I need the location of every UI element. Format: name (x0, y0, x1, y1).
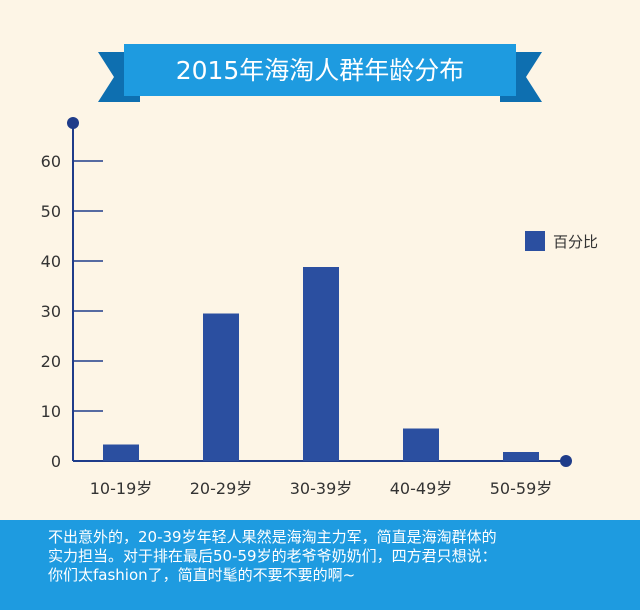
x-tick-label: 10-19岁 (90, 479, 153, 498)
y-tick-label: 0 (51, 452, 61, 471)
bars (103, 267, 539, 461)
legend: 百分比 (525, 231, 598, 251)
y-axis-end-dot (67, 117, 79, 129)
x-tick-label: 30-39岁 (290, 479, 353, 498)
legend-swatch (525, 231, 545, 251)
y-tick-label: 40 (41, 252, 61, 271)
ribbon-body (124, 44, 516, 96)
x-tick-labels: 10-19岁 20-29岁 30-39岁 40-49岁 50-59岁 (90, 479, 553, 498)
bar (303, 267, 339, 461)
y-tick-label: 30 (41, 302, 61, 321)
x-axis-end-dot (560, 455, 572, 467)
x-tick-label: 40-49岁 (390, 479, 453, 498)
x-tick-label: 20-29岁 (190, 479, 253, 498)
caption-line: 实力担当。对于排在最后50-59岁的老爷爷奶奶们，四方君只想说： (48, 547, 497, 565)
legend-label: 百分比 (553, 233, 598, 251)
y-tick-label: 60 (41, 152, 61, 171)
title-ribbon: 2015年海淘人群年龄分布 (98, 44, 542, 102)
bar (103, 444, 139, 461)
y-axis (67, 117, 79, 461)
x-tick-label: 50-59岁 (490, 479, 553, 498)
y-tick-label: 20 (41, 352, 61, 371)
caption-line: 你们太fashion了，简直时髦的不要不要的啊~ (48, 566, 356, 584)
y-tick-label: 10 (41, 402, 61, 421)
caption-line: 不出意外的，20-39岁年轻人果然是海淘主力军，简直是海淘群体的 (48, 528, 497, 546)
y-tick-label: 50 (41, 202, 61, 221)
bar (203, 313, 239, 461)
chart-title: 2015年海淘人群年龄分布 (176, 56, 465, 85)
bar (403, 428, 439, 461)
caption-box: 不出意外的，20-39岁年轻人果然是海淘主力军，简直是海淘群体的 实力担当。对于… (0, 520, 640, 610)
bar (503, 452, 539, 461)
y-ticks: 0 10 20 30 40 50 60 (41, 152, 103, 471)
